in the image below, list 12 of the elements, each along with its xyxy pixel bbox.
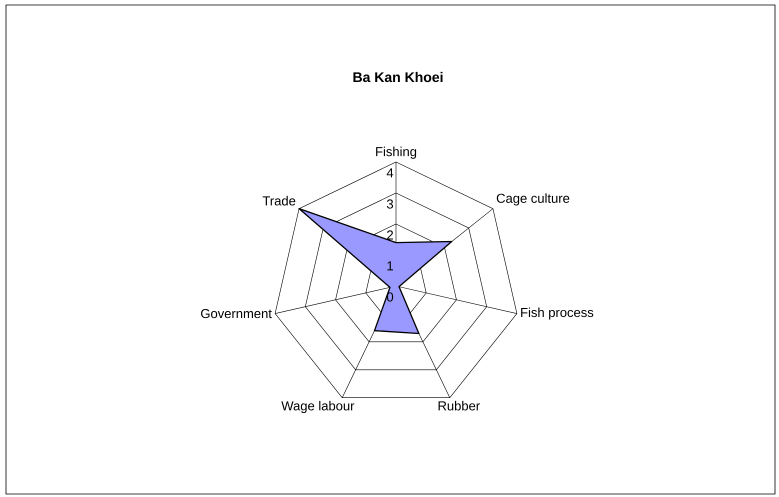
spoke-label: Cage culture (496, 193, 570, 206)
spoke-label: Government (201, 308, 272, 318)
spoke-label: Rubber (438, 400, 480, 410)
y-tick-label: 1 (387, 261, 394, 270)
spoke-label: Fishing (376, 146, 416, 159)
y-tick-label: 2 (387, 230, 393, 240)
spoke-label: Fish process (521, 308, 594, 320)
y-tick-label: 4 (386, 168, 394, 178)
chart-title: Ba Kan Khoei (353, 72, 443, 82)
spoke-label: Wage labour (281, 400, 354, 414)
y-tick-label: 3 (386, 199, 394, 209)
spoke-label: Trade (262, 196, 296, 206)
